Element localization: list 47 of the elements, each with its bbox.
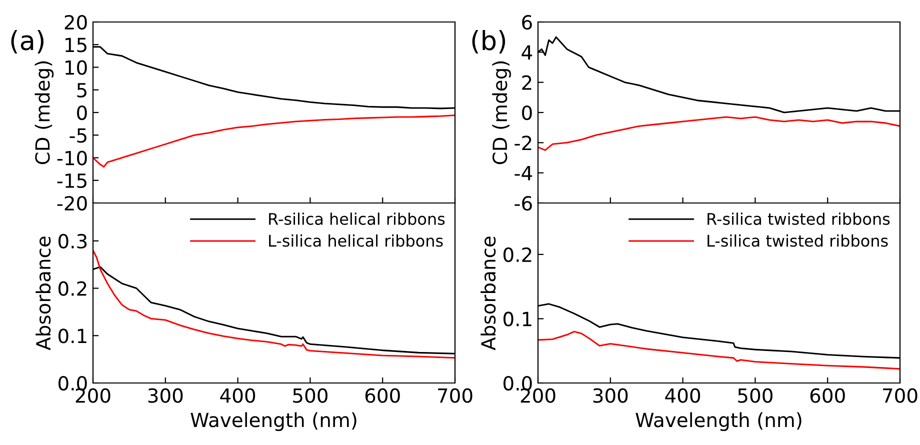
x-tick-label: 700: [883, 388, 918, 403]
y-tick-label: 10: [66, 60, 87, 75]
y-tick-label: 0: [522, 105, 532, 120]
y-axis-title: CD (mdeg): [492, 61, 511, 164]
y-tick-label: 20: [64, 14, 87, 30]
x-tick-label: 600: [810, 388, 845, 403]
x-tick-label: 400: [665, 388, 700, 403]
y-tick-label: -10: [57, 150, 87, 166]
x-tick-label: 300: [593, 388, 628, 403]
text: (a): [11, 30, 44, 54]
y-axis-title: Absorbance: [480, 236, 496, 350]
text: (b): [472, 30, 506, 54]
legend-label: L-silica helical ribbons: [269, 234, 443, 247]
y-tick-label: -2: [514, 136, 532, 150]
x-tick-label: 500: [293, 388, 328, 403]
y-tick-label: 15: [66, 38, 86, 52]
x-tick-label: 700: [438, 388, 472, 403]
line-series: [538, 330, 900, 370]
x-axis-title: Wavelength (nm): [190, 412, 356, 432]
y-tick-label: 6: [522, 14, 532, 30]
y-tick-label: -6: [514, 196, 532, 211]
y-tick-label: 0.2: [58, 281, 86, 296]
y-tick-label: -4: [514, 166, 532, 180]
y-tick-label: 0.1: [504, 312, 532, 326]
y-axis-title: CD (mdeg): [34, 61, 54, 164]
y-tick-label: 4: [522, 45, 532, 60]
legend-label: L-silica twisted ribbons: [708, 234, 888, 247]
legend-label: R-silica helical ribbons: [269, 212, 445, 225]
line-series: [93, 250, 455, 359]
x-tick-label: 600: [365, 388, 400, 403]
line-series: [538, 116, 900, 151]
y-tick-label: 0.1: [58, 328, 86, 344]
x-tick-label: 300: [148, 388, 183, 403]
line-series: [93, 114, 455, 168]
y-tick-label: 0.2: [504, 247, 532, 262]
y-tick-label: 2: [522, 75, 532, 90]
y-tick-label: 5: [77, 83, 86, 98]
y-tick-label: -5: [70, 128, 86, 143]
x-tick-label: 500: [738, 388, 772, 403]
x-tick-label: 400: [220, 388, 256, 403]
y-axis-title: Absorbance: [36, 236, 51, 350]
y-tick-label: 0: [77, 105, 87, 120]
x-axis-title: Wavelength (nm): [636, 412, 802, 432]
legend-label: R-silica twisted ribbons: [708, 212, 890, 225]
y-tick-label: -15: [57, 174, 86, 188]
y-tick-label: -20: [57, 196, 87, 211]
y-tick-label: 0.3: [58, 234, 87, 249]
